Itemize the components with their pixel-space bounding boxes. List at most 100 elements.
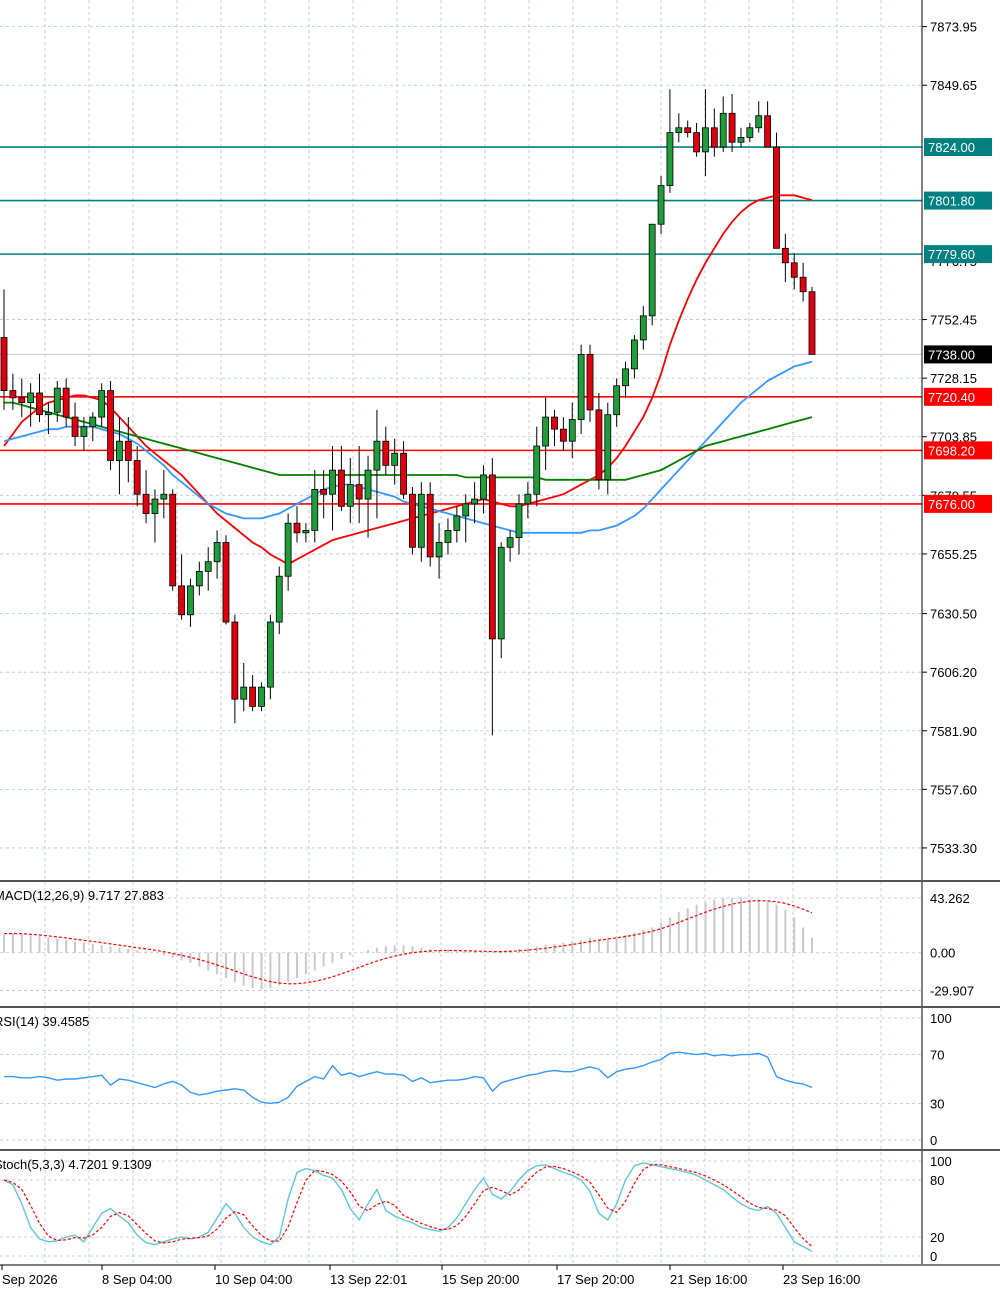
candle	[702, 89, 709, 176]
bearish-candle-body	[728, 112, 736, 143]
indicator-tick-label: 80	[930, 1173, 944, 1188]
indicator-tick-label: 0	[930, 1249, 937, 1264]
bullish-candle-body	[462, 503, 470, 517]
candle	[213, 530, 221, 579]
indicator-tick-label: 20	[930, 1230, 944, 1245]
time-tick-label: Sep 2026	[2, 1272, 58, 1287]
candle	[435, 523, 443, 579]
candle	[471, 482, 478, 524]
candle	[542, 397, 550, 471]
bullish-candle-body	[53, 387, 61, 413]
price-tick-label: 7849.65	[930, 78, 977, 93]
bullish-candle-body	[506, 537, 514, 548]
candle	[320, 470, 328, 519]
grid-layer	[0, 0, 922, 1264]
candle	[204, 547, 212, 591]
candle	[524, 482, 532, 519]
bearish-candle-body	[808, 291, 816, 355]
level-price-tag	[924, 191, 992, 210]
candle	[462, 494, 470, 543]
bullish-candle-body	[533, 445, 541, 495]
indicator-tick-label: 0.00	[930, 946, 955, 961]
bullish-candle-body	[515, 503, 523, 539]
indicator-tick-label: 70	[930, 1048, 944, 1063]
indicator-tick-label: 0	[930, 1133, 937, 1148]
bearish-candle-body	[169, 493, 177, 587]
candle	[53, 380, 61, 422]
level-price-tag	[924, 138, 992, 157]
time-tick-label: 15 Sep 20:00	[442, 1272, 519, 1287]
candle	[9, 373, 17, 410]
level-price-tag	[924, 387, 992, 406]
candle	[781, 233, 789, 283]
bullish-candle-body	[391, 452, 399, 466]
moving-average-line	[3, 360, 813, 534]
candle	[62, 378, 70, 427]
current-price-tag	[924, 345, 992, 364]
price-tick-label: 7703.85	[930, 430, 977, 445]
candle	[799, 262, 807, 302]
level-price-tag	[924, 494, 992, 513]
price-tick-label: 7533.30	[930, 841, 977, 856]
moving-average-line	[3, 194, 813, 566]
indicator-label: RSI(14) 39.4585	[0, 1014, 89, 1029]
indicator-pane-rsi: 100 70 30 0 RSI(14) 39.4585	[0, 1011, 952, 1148]
candle	[107, 380, 114, 471]
candle	[417, 482, 425, 562]
candle	[391, 438, 399, 485]
bearish-candle-body	[595, 409, 603, 481]
level-price-label: 7720.40	[928, 390, 975, 405]
candle	[773, 132, 780, 249]
bullish-candle-body	[755, 115, 763, 129]
level-price-label: 7824.00	[928, 140, 975, 155]
price-tick-label: 7873.95	[930, 20, 977, 35]
bullish-candle-body	[311, 489, 319, 531]
bearish-candle-body	[222, 542, 230, 623]
level-price-label: 7676.00	[928, 497, 975, 512]
price-tick-label: 7557.60	[930, 782, 977, 797]
bullish-candle-body	[98, 390, 106, 418]
bearish-candle-body	[36, 392, 43, 416]
bullish-candle-body	[631, 339, 638, 370]
bearish-candle-body	[559, 428, 567, 442]
price-tick-label: 7655.25	[930, 547, 977, 562]
candle	[666, 89, 674, 193]
candle	[746, 122, 754, 143]
bearish-candle-body	[9, 390, 17, 399]
candle	[258, 682, 265, 712]
candle	[160, 470, 168, 519]
candle	[586, 344, 594, 422]
bearish-candle-body	[773, 146, 780, 249]
bearish-candle-body	[710, 127, 718, 148]
level-price-label: 7779.60	[928, 247, 975, 262]
candle	[568, 402, 576, 459]
candle	[577, 344, 585, 434]
bullish-candle-body	[577, 354, 585, 420]
time-tick-label: 10 Sep 04:00	[215, 1272, 292, 1287]
bearish-candle-body	[799, 276, 807, 293]
time-tick-label: 23 Sep 16:00	[783, 1272, 860, 1287]
time-tick-label: 13 Sep 22:01	[330, 1272, 407, 1287]
bearish-candle-body	[790, 262, 798, 278]
bullish-candle-body	[719, 112, 727, 148]
bearish-candle-body	[551, 416, 558, 430]
bearish-candle-body	[764, 115, 772, 148]
indicator-tick-label: -29.907	[930, 984, 974, 999]
bullish-candle-body	[444, 530, 452, 543]
price-tick-label: 7630.50	[930, 607, 977, 622]
bullish-candle-body	[240, 686, 248, 700]
candle	[631, 335, 638, 379]
bullish-candle-body	[471, 498, 478, 505]
candle	[728, 94, 736, 152]
bullish-candle-body	[284, 522, 292, 577]
bearish-candle-body	[0, 337, 8, 391]
candle	[737, 127, 745, 148]
indicator-label: MACD(12,26,9) 9.717 27.883	[0, 888, 164, 903]
indicator-pane-macd: 43.262 0.00 -29.907 MACD(12,26,9) 9.717 27.…	[0, 888, 974, 999]
candle	[426, 482, 434, 567]
bearish-candle-body	[178, 585, 185, 616]
bullish-candle-body	[364, 469, 372, 500]
bearish-candle-body	[409, 493, 416, 548]
bearish-candle-body	[426, 493, 434, 558]
bullish-candle-body	[746, 127, 754, 138]
